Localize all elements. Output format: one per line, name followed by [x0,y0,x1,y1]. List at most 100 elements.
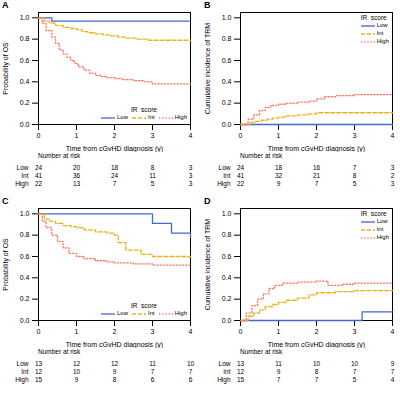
svg-text:Cumulative incidence of TRM: Cumulative incidence of TRM [204,23,211,114]
svg-text:0.6: 0.6 [20,253,30,260]
svg-text:0.2: 0.2 [222,99,232,106]
svg-text:10: 10 [351,360,359,367]
svg-text:High: High [217,180,231,188]
svg-text:0: 0 [239,132,243,139]
svg-text:1: 1 [277,132,281,139]
svg-text:Probability of OS: Probability of OS [2,238,10,291]
svg-text:4: 4 [189,132,193,139]
svg-text:0.4: 0.4 [222,274,232,281]
svg-text:8: 8 [353,172,357,179]
svg-text:10: 10 [187,360,195,367]
svg-text:8: 8 [151,164,155,171]
svg-text:High: High [15,180,29,188]
svg-text:0.4: 0.4 [222,78,232,85]
svg-text:1: 1 [75,328,79,335]
svg-text:10: 10 [313,360,321,367]
svg-text:Low: Low [219,360,231,367]
svg-text:0.0: 0.0 [20,121,30,128]
svg-text:24: 24 [237,164,245,171]
svg-text:0.0: 0.0 [20,317,30,324]
svg-text:4: 4 [391,328,395,335]
svg-text:22: 22 [237,180,245,187]
svg-text:0: 0 [37,328,41,335]
svg-text:20: 20 [73,164,81,171]
svg-text:7: 7 [391,368,395,375]
svg-text:High: High [15,376,29,384]
svg-text:0.6: 0.6 [222,57,232,64]
svg-text:4: 4 [189,328,193,335]
svg-text:7: 7 [353,164,357,171]
svg-text:9: 9 [113,368,117,375]
svg-text:0.8: 0.8 [222,231,232,238]
svg-text:22: 22 [35,180,43,187]
svg-text:8: 8 [315,368,319,375]
svg-text:Int: Int [21,368,28,375]
svg-text:41: 41 [35,172,43,179]
svg-text:13: 13 [237,360,245,367]
svg-text:12: 12 [111,360,119,367]
svg-text:7: 7 [151,368,155,375]
svg-text:Time from cGvHD diagnosis (y): Time from cGvHD diagnosis (y) [66,341,163,349]
svg-text:7: 7 [315,180,319,187]
svg-text:24: 24 [35,164,43,171]
svg-text:6: 6 [151,376,155,383]
svg-text:1.0: 1.0 [222,14,232,21]
svg-text:12: 12 [73,360,81,367]
svg-text:Int: Int [223,368,230,375]
svg-text:1.0: 1.0 [20,14,30,21]
svg-text:3: 3 [189,172,193,179]
svg-text:0.8: 0.8 [20,231,30,238]
svg-text:3: 3 [151,132,155,139]
svg-text:0.0: 0.0 [222,317,232,324]
svg-text:9: 9 [75,376,79,383]
svg-text:21: 21 [313,172,321,179]
svg-text:32: 32 [275,172,283,179]
svg-text:Int: Int [223,172,230,179]
svg-text:41: 41 [237,172,245,179]
svg-text:0.6: 0.6 [20,57,30,64]
svg-text:2: 2 [113,328,117,335]
svg-text:2: 2 [113,132,117,139]
svg-text:9: 9 [391,360,395,367]
svg-text:12: 12 [35,368,43,375]
svg-text:0: 0 [37,132,41,139]
svg-text:8: 8 [113,376,117,383]
svg-text:11: 11 [149,172,156,179]
svg-text:16: 16 [313,164,321,171]
svg-text:0.6: 0.6 [222,253,232,260]
svg-text:7: 7 [189,368,193,375]
svg-text:9: 9 [277,368,281,375]
svg-text:0.4: 0.4 [20,78,30,85]
svg-text:11: 11 [149,360,156,367]
svg-text:12: 12 [237,368,245,375]
svg-text:Low: Low [219,164,231,171]
svg-text:4: 4 [391,376,395,383]
svg-text:15: 15 [35,376,43,383]
svg-text:9: 9 [277,180,281,187]
svg-text:0.2: 0.2 [20,99,30,106]
svg-text:0.0: 0.0 [222,121,232,128]
svg-text:0.8: 0.8 [20,35,30,42]
svg-text:1.0: 1.0 [20,210,30,217]
svg-text:15: 15 [237,376,245,383]
svg-text:Low: Low [17,164,29,171]
svg-text:Int: Int [21,172,28,179]
svg-text:1: 1 [277,328,281,335]
svg-text:3: 3 [391,164,395,171]
svg-text:7: 7 [315,376,319,383]
svg-text:3: 3 [391,180,395,187]
svg-text:1.0: 1.0 [222,210,232,217]
svg-text:7: 7 [353,368,357,375]
svg-text:Low: Low [17,360,29,367]
svg-text:18: 18 [111,164,119,171]
svg-text:10: 10 [73,368,81,375]
svg-text:2: 2 [391,172,395,179]
svg-text:0.2: 0.2 [20,295,30,302]
svg-text:3: 3 [189,164,193,171]
svg-text:2: 2 [315,132,319,139]
svg-text:1: 1 [75,132,79,139]
svg-text:4: 4 [391,132,395,139]
svg-text:0: 0 [239,328,243,335]
svg-text:3: 3 [353,132,357,139]
svg-text:2: 2 [315,328,319,335]
